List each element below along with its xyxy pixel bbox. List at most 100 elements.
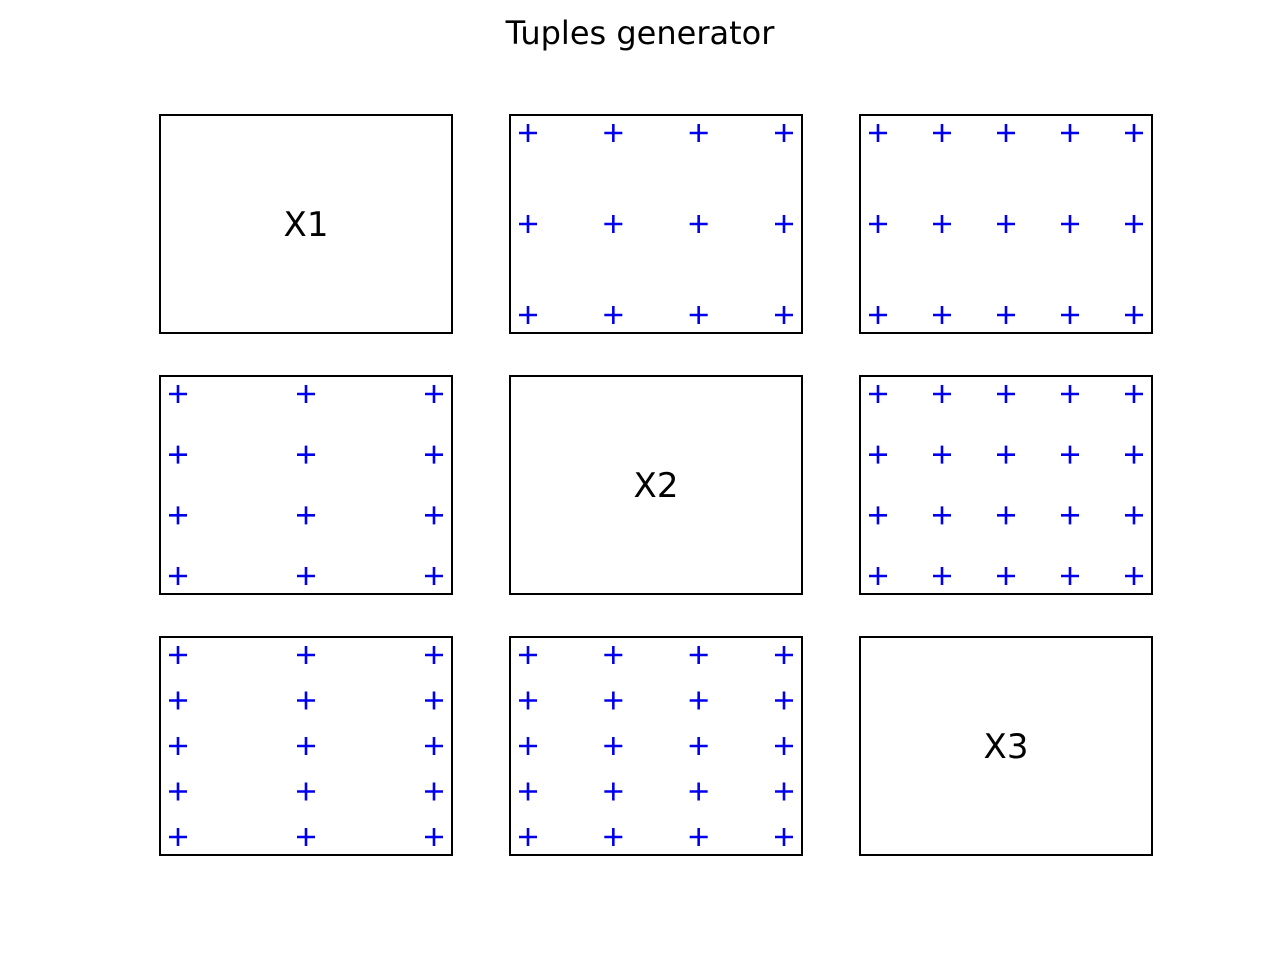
data-point: [169, 567, 187, 585]
data-point: [869, 445, 887, 464]
data-point: [169, 385, 187, 403]
panel-X1-X1: X1: [159, 114, 453, 334]
data-point: [997, 506, 1015, 525]
data-point: [689, 691, 708, 710]
data-point: [604, 782, 623, 801]
data-point: [775, 306, 793, 324]
panel-frame: [509, 375, 803, 595]
panel-X2-X3: [859, 375, 1153, 595]
panel-frame: [859, 375, 1153, 595]
data-point: [604, 691, 623, 710]
data-point: [775, 124, 793, 142]
data-point: [425, 506, 443, 525]
data-point: [519, 828, 537, 846]
data-point: [425, 385, 443, 403]
data-point: [297, 737, 315, 755]
data-point: [689, 215, 708, 233]
data-point: [1125, 567, 1143, 585]
data-point: [775, 737, 793, 755]
data-point: [775, 646, 793, 664]
data-point: [519, 215, 537, 233]
data-point: [519, 306, 537, 324]
data-point: [997, 306, 1015, 324]
data-point: [297, 506, 315, 525]
data-point: [604, 828, 623, 846]
data-point: [775, 828, 793, 846]
data-point: [997, 215, 1015, 233]
data-point: [689, 646, 708, 664]
data-point: [519, 782, 537, 801]
data-point: [604, 306, 623, 324]
data-point: [1061, 215, 1079, 233]
data-point: [1125, 506, 1143, 525]
data-point: [1125, 385, 1143, 403]
data-point: [933, 385, 951, 403]
data-point: [997, 385, 1015, 403]
data-point: [425, 445, 443, 464]
data-point: [604, 215, 623, 233]
data-point: [933, 567, 951, 585]
data-point: [1061, 306, 1079, 324]
panel-frame: [159, 114, 453, 334]
data-point: [169, 691, 187, 710]
data-point: [519, 691, 537, 710]
data-point: [425, 737, 443, 755]
data-point: [689, 737, 708, 755]
data-point: [775, 691, 793, 710]
panel-X1-X2: [509, 114, 803, 334]
data-point: [604, 124, 623, 142]
panel-frame: [159, 375, 453, 595]
data-point: [169, 506, 187, 525]
data-point: [997, 567, 1015, 585]
data-point: [869, 506, 887, 525]
panel-X2-X1: [159, 375, 453, 595]
data-point: [297, 445, 315, 464]
data-point: [425, 646, 443, 664]
panel-frame: [859, 636, 1153, 856]
data-point: [297, 691, 315, 710]
data-point: [1125, 124, 1143, 142]
data-point: [519, 124, 537, 142]
data-point: [997, 445, 1015, 464]
data-point: [297, 828, 315, 846]
data-point: [689, 124, 708, 142]
data-point: [1061, 124, 1079, 142]
data-point: [1125, 306, 1143, 324]
panel-X3-X3: X3: [859, 636, 1153, 856]
data-point: [933, 215, 951, 233]
data-point: [869, 306, 887, 324]
data-point: [1061, 506, 1079, 525]
data-point: [933, 306, 951, 324]
data-point: [869, 567, 887, 585]
diagonal-label: X3: [984, 727, 1029, 767]
data-point: [169, 828, 187, 846]
data-point: [775, 782, 793, 801]
data-point: [169, 782, 187, 801]
data-point: [689, 828, 708, 846]
data-point: [997, 124, 1015, 142]
data-point: [1061, 567, 1079, 585]
data-point: [169, 646, 187, 664]
data-point: [1125, 445, 1143, 464]
data-point: [689, 306, 708, 324]
diagonal-label: X1: [284, 205, 329, 245]
data-point: [425, 691, 443, 710]
data-point: [1125, 215, 1143, 233]
chart-title: Tuples generator: [505, 14, 775, 52]
panel-X3-X2: [509, 636, 803, 856]
data-point: [869, 215, 887, 233]
diagonal-label: X2: [634, 466, 679, 506]
data-point: [297, 646, 315, 664]
data-point: [169, 737, 187, 755]
data-point: [689, 782, 708, 801]
panel-X1-X3: [859, 114, 1153, 334]
panel-X2-X2: X2: [509, 375, 803, 595]
data-point: [933, 124, 951, 142]
data-point: [1061, 385, 1079, 403]
data-point: [604, 646, 623, 664]
panel-frame: [509, 114, 803, 334]
data-point: [425, 782, 443, 801]
data-point: [775, 215, 793, 233]
